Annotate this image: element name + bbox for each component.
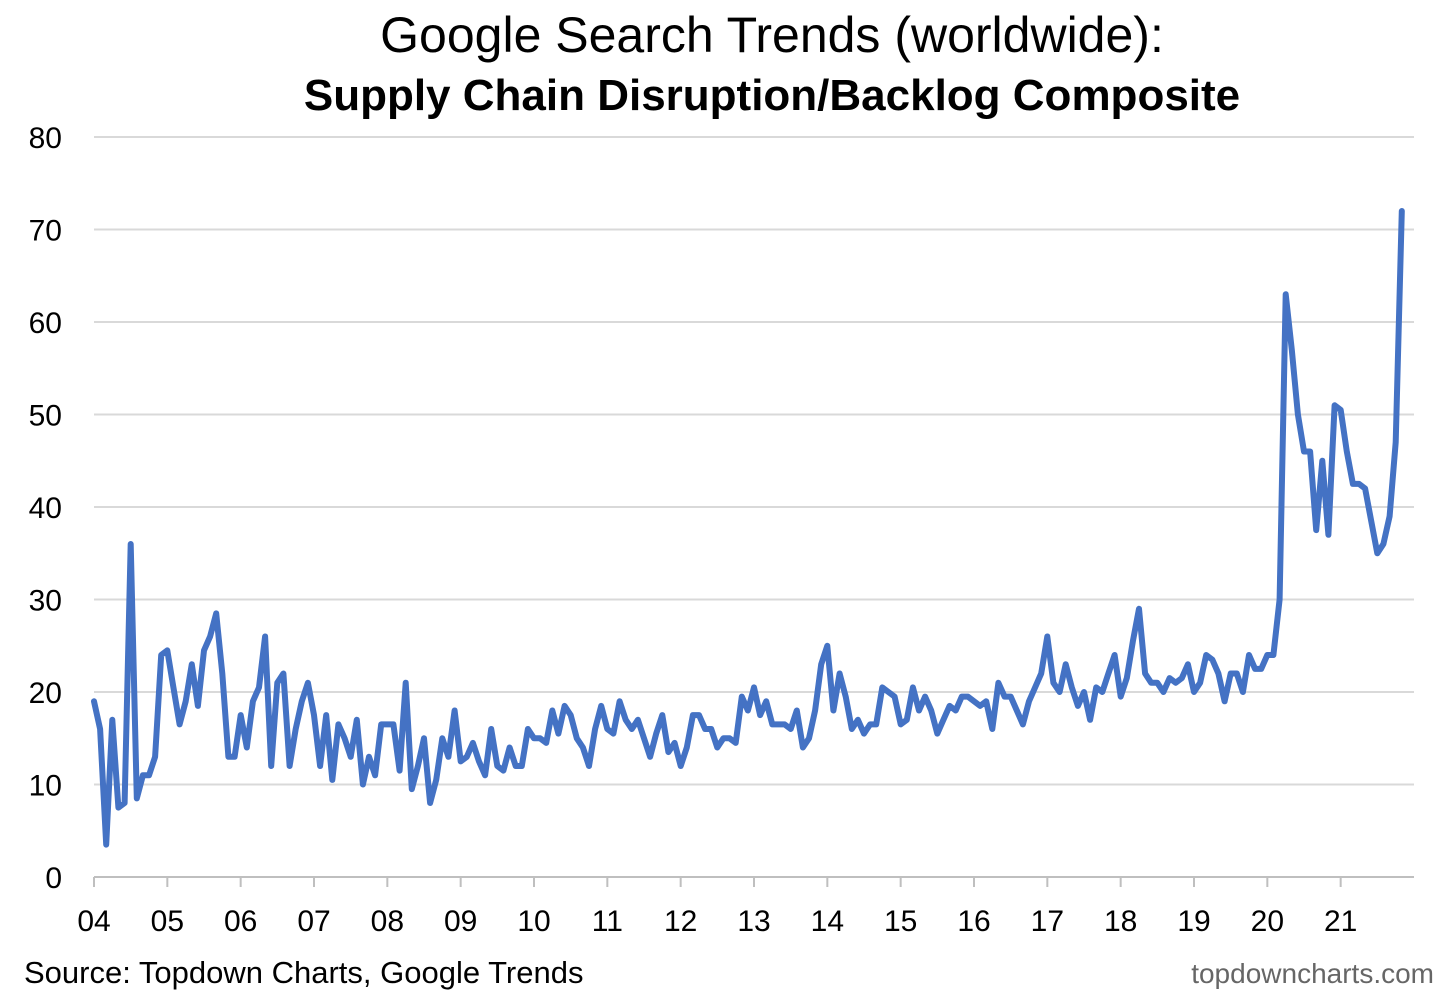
x-axis-ticks: 04 05 06 07 08 09 10 11 12 13 14 15 16 17 18 19 20 21	[77, 877, 1357, 938]
x-tick-label: 04	[77, 905, 110, 938]
x-tick-label: 18	[1104, 905, 1137, 938]
x-tick-label: 16	[957, 905, 990, 938]
chart-subtitle: Supply Chain Disruption/Backlog Composit…	[304, 71, 1240, 120]
y-tick-label: 30	[29, 585, 62, 618]
x-tick-label: 12	[664, 905, 697, 938]
y-tick-label: 20	[29, 677, 62, 710]
x-tick-label: 06	[224, 905, 257, 938]
y-tick-label: 0	[45, 862, 62, 895]
x-tick-label: 08	[371, 905, 404, 938]
x-tick-label: 14	[811, 905, 844, 938]
x-tick-label: 05	[151, 905, 184, 938]
source-note: Source: Topdown Charts, Google Trends	[24, 955, 583, 990]
x-tick-label: 13	[737, 905, 770, 938]
series-group	[91, 208, 1405, 848]
watermark: topdowncharts.com	[1191, 958, 1434, 989]
x-tick-label: 17	[1031, 905, 1064, 938]
x-tick-label: 21	[1324, 905, 1357, 938]
y-tick-label: 70	[29, 215, 62, 248]
x-tick-label: 15	[884, 905, 917, 938]
x-tick-label: 19	[1177, 905, 1210, 938]
y-tick-label: 40	[29, 492, 62, 525]
x-tick-label: 11	[592, 905, 623, 938]
gridlines	[94, 136, 1414, 786]
series-line-0	[91, 208, 1405, 848]
y-tick-label: 10	[29, 770, 62, 803]
x-tick-label: 20	[1251, 905, 1284, 938]
x-tick-label: 10	[517, 905, 550, 938]
y-axis-tick-labels: 0 10 20 30 40 50 60 70 80	[29, 122, 62, 895]
x-tick-label: 07	[297, 905, 330, 938]
chart-title: Google Search Trends (worldwide):	[380, 7, 1164, 63]
y-tick-label: 60	[29, 307, 62, 340]
x-tick-label: 09	[444, 905, 477, 938]
y-tick-label: 50	[29, 400, 62, 433]
y-tick-label: 80	[29, 122, 62, 155]
